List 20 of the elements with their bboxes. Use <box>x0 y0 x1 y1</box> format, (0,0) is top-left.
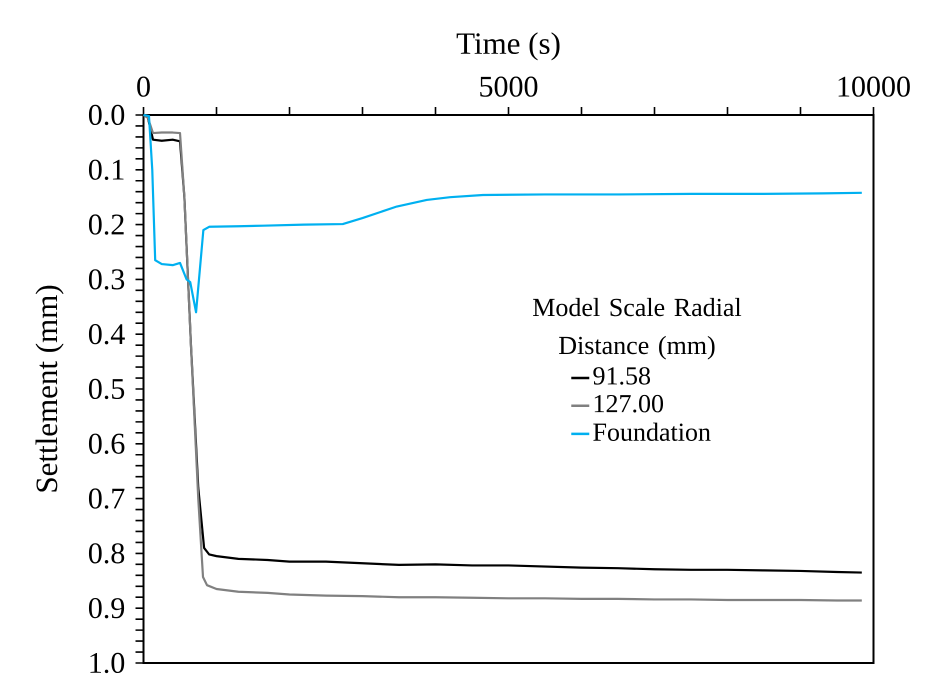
y-tick-label: 0.7 <box>88 488 124 509</box>
y-tick-label: 0.4 <box>88 324 125 344</box>
y-tick-label: 0.2 <box>88 214 124 235</box>
x-tick-label: 5000 <box>480 76 538 97</box>
y-tick-label: 0.8 <box>88 543 124 564</box>
legend-label: 127.00 <box>594 394 664 413</box>
legend-label: Foundation <box>593 422 711 441</box>
legend-title: Model Scale Radial Distance (mm) <box>533 298 742 360</box>
x-tick-label: 10000 <box>838 76 910 97</box>
y-tick-label: 0.1 <box>88 160 124 180</box>
y-tick-label: 0.6 <box>88 434 124 454</box>
legend-label: 91.58 <box>593 367 650 385</box>
x-axis-title: Time (s) <box>456 32 560 60</box>
y-axis-title: Settlement (mm) <box>35 286 64 492</box>
y-tick-label: 0.5 <box>88 378 124 400</box>
y-tick-label: 0.0 <box>88 104 124 126</box>
x-tick-label: 0 <box>137 76 150 97</box>
y-tick-label: 0.3 <box>88 269 124 290</box>
y-tick-label: 0.9 <box>88 598 124 618</box>
y-tick-label: 1.0 <box>90 652 124 674</box>
